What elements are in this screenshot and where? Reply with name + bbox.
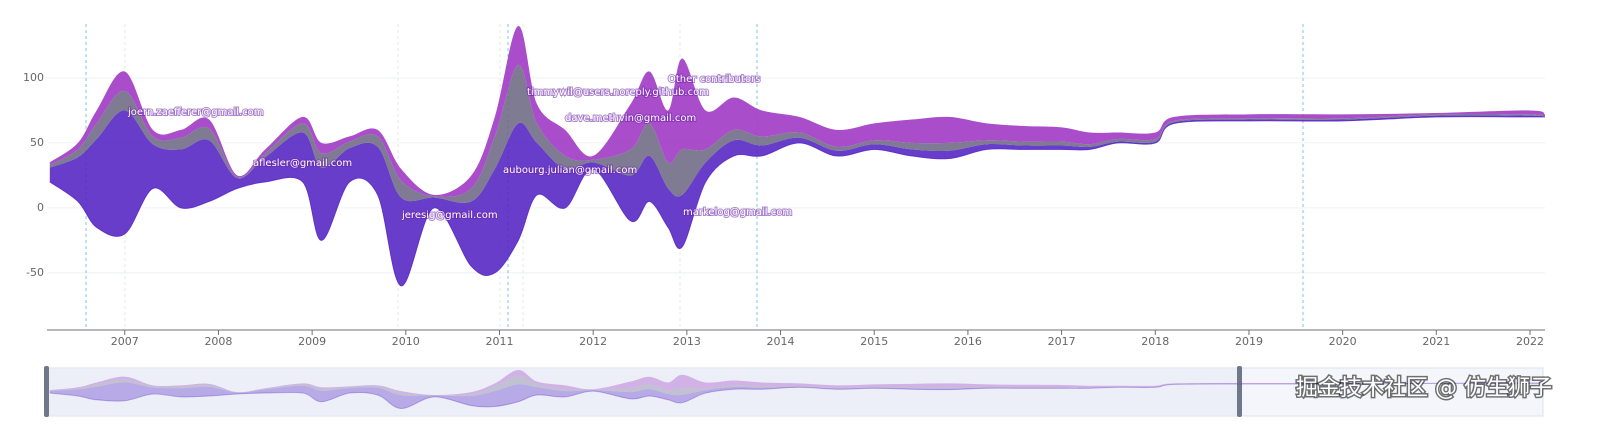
- x-tick-label: 2021: [1422, 335, 1450, 348]
- contributor-label: joern.zaefferer@gmail.com: [127, 107, 264, 118]
- x-tick-label: 2013: [673, 335, 701, 348]
- stream-layer: [49, 64, 1545, 203]
- contributor-label: timmywil@users.noreply.github.com: [527, 87, 709, 98]
- contributor-label: markelog@gmail.com: [683, 207, 792, 218]
- stream-baseline: [49, 116, 1545, 287]
- x-tick-label: 2022: [1516, 335, 1544, 348]
- contributor-label: aubourg.julian@gmail.com: [503, 165, 637, 176]
- x-tick-label: 2020: [1329, 335, 1357, 348]
- x-tick-label: 2009: [298, 335, 326, 348]
- navigator-handle[interactable]: [1237, 366, 1242, 417]
- navigator-selection[interactable]: [49, 368, 1240, 416]
- x-tick-label: 2015: [860, 335, 888, 348]
- navigator-stream: [49, 369, 1545, 409]
- x-tick-label: 2018: [1141, 335, 1169, 348]
- x-tick-label: 2008: [204, 335, 232, 348]
- y-tick-label: 100: [23, 71, 44, 84]
- contributor-label: aflesler@gmail.com: [253, 158, 352, 169]
- x-tick-label: 2010: [392, 335, 420, 348]
- y-tick-label: 0: [37, 201, 44, 214]
- contributor-label: Other contributors: [668, 74, 760, 85]
- x-tick-label: 2016: [954, 335, 982, 348]
- x-tick-label: 2012: [579, 335, 607, 348]
- x-tick-label: 2019: [1235, 335, 1263, 348]
- x-tick-label: 2014: [767, 335, 795, 348]
- navigator-handle[interactable]: [44, 366, 49, 417]
- watermark: 掘金技术社区 @ 仿生狮子: [1296, 376, 1552, 401]
- x-tick-label: 2017: [1048, 335, 1076, 348]
- stream-layer-mini: [49, 375, 1545, 397]
- x-tick-label: 2007: [111, 335, 139, 348]
- x-tick-label: 2011: [485, 335, 513, 348]
- y-tick-label: 50: [30, 136, 44, 149]
- contributor-label: dave.methvin@gmail.com: [565, 113, 696, 124]
- stream-baseline-mini: [49, 382, 1545, 409]
- stream: [49, 25, 1545, 287]
- contributor-label: jeresig@gmail.com: [401, 210, 498, 221]
- y-tick-label: -50: [26, 266, 44, 279]
